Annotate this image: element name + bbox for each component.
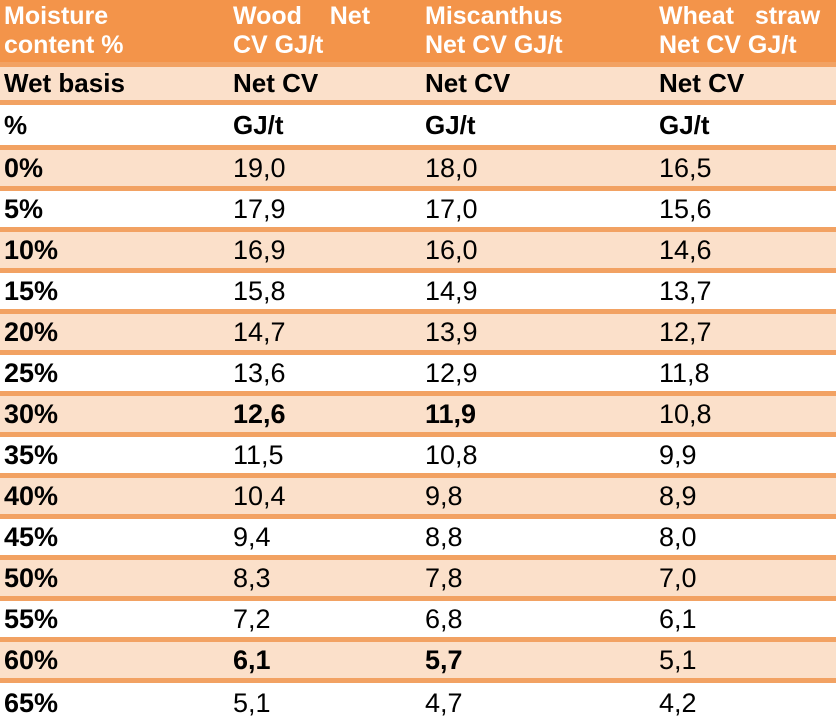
- wheat-straw-cv-cell: 8,0: [655, 516, 836, 560]
- miscanthus-cv-cell: 13,9: [421, 311, 655, 355]
- moisture-cell: 40%: [0, 475, 229, 519]
- moisture-cell: 65%: [4, 688, 59, 718]
- table-header-row: Moisture content % Wood Net CV GJ/t Misc…: [0, 0, 836, 67]
- wheat-straw-cv-cell: 8,9: [655, 475, 836, 519]
- header-line: Moisture: [4, 2, 109, 30]
- wood-cv-cell: 12,6: [229, 393, 421, 437]
- wood-cv-cell: 10,4: [229, 475, 421, 519]
- subheader-cell: Net CV: [229, 64, 421, 105]
- wheat-straw-cv-cell: 13,7: [655, 270, 836, 314]
- wheat-straw-cv-cell: 10,8: [655, 393, 836, 437]
- miscanthus-cv-cell: 6,8: [421, 598, 655, 642]
- wood-cv-cell: 6,1: [229, 639, 421, 683]
- header-wood-net-cv: Wood Net CV GJ/t: [229, 0, 421, 67]
- moisture-cell: 5%: [0, 188, 229, 232]
- moisture-cell: 55%: [0, 598, 229, 642]
- moisture-cell: 60%: [0, 639, 229, 683]
- wheat-straw-cv-cell: 15,6: [655, 188, 836, 232]
- miscanthus-cv-cell: 11,9: [421, 393, 655, 437]
- wood-cv-cell: 17,9: [229, 188, 421, 232]
- wheat-straw-cv-cell: 9,9: [655, 434, 836, 478]
- header-line: Net CV GJ/t: [425, 31, 563, 59]
- moisture-cell: 30%: [0, 393, 229, 437]
- table-row: 5% 17,9 17,0 15,6: [0, 188, 836, 232]
- table-row: 15% 15,8 14,9 13,7: [0, 270, 836, 314]
- wheat-straw-cv-cell: 5,1: [655, 639, 836, 683]
- miscanthus-cv-cell: 17,0: [421, 188, 655, 232]
- subheader-cell: Net CV: [655, 64, 836, 105]
- wheat-straw-cv-cell: 4,2: [659, 688, 697, 718]
- wood-cv-cell: 7,2: [229, 598, 421, 642]
- table-row: 50% 8,3 7,8 7,0: [0, 557, 836, 601]
- moisture-cell: 20%: [0, 311, 229, 355]
- subheader-row-units: % GJ/t GJ/t GJ/t: [0, 102, 836, 150]
- miscanthus-cv-cell: 10,8: [421, 434, 655, 478]
- header-moisture-content: Moisture content %: [0, 0, 229, 67]
- miscanthus-cv-cell: 16,0: [421, 229, 655, 273]
- miscanthus-cv-cell: 9,8: [421, 475, 655, 519]
- wood-cv-cell: 15,8: [229, 270, 421, 314]
- wood-cv-cell: 13,6: [229, 352, 421, 396]
- wheat-straw-cv-cell: 14,6: [655, 229, 836, 273]
- table-row: 20% 14,7 13,9 12,7: [0, 311, 836, 355]
- table-row: 25% 13,6 12,9 11,8: [0, 352, 836, 396]
- header-line: Wheat straw: [659, 2, 821, 30]
- miscanthus-cv-cell: 5,7: [421, 639, 655, 683]
- moisture-cell: 50%: [0, 557, 229, 601]
- miscanthus-cv-cell: 12,9: [421, 352, 655, 396]
- subheader-cell: Wet basis: [0, 64, 229, 105]
- wheat-straw-cv-cell: 6,1: [655, 598, 836, 642]
- header-line: Miscanthus: [425, 2, 563, 30]
- moisture-cell: 45%: [0, 516, 229, 560]
- wood-cv-cell: 19,0: [229, 147, 421, 191]
- wood-cv-cell: 5,1: [233, 688, 271, 718]
- table-row: 40% 10,4 9,8 8,9: [0, 475, 836, 519]
- miscanthus-cv-cell: 14,9: [421, 270, 655, 314]
- subheader-cell: Net CV: [421, 64, 655, 105]
- miscanthus-cv-cell: 7,8: [421, 557, 655, 601]
- wheat-straw-cv-cell: 12,7: [655, 311, 836, 355]
- header-line: content %: [4, 31, 124, 59]
- table-row: 65% 5,1 4,7 4,2: [0, 680, 836, 723]
- wood-cv-cell: 11,5: [229, 434, 421, 478]
- wheat-straw-cv-cell: 16,5: [655, 147, 836, 191]
- wood-cv-cell: 16,9: [229, 229, 421, 273]
- wood-cv-cell: 14,7: [229, 311, 421, 355]
- moisture-cell: 10%: [0, 229, 229, 273]
- miscanthus-cv-cell: 18,0: [421, 147, 655, 191]
- subheader-cell: %: [0, 102, 229, 150]
- wood-cv-cell: 8,3: [229, 557, 421, 601]
- header-line: CV GJ/t: [233, 31, 324, 59]
- table-row: 30% 12,6 11,9 10,8: [0, 393, 836, 437]
- table-row: 0% 19,0 18,0 16,5: [0, 147, 836, 191]
- subheader-cell: GJ/t: [229, 102, 421, 150]
- table-row: 10% 16,9 16,0 14,6: [0, 229, 836, 273]
- header-line: Net CV GJ/t: [659, 31, 797, 59]
- table-row: 55% 7,2 6,8 6,1: [0, 598, 836, 642]
- header-line: Wood Net: [233, 2, 371, 30]
- table-row: 60% 6,1 5,7 5,1: [0, 639, 836, 683]
- wood-cv-cell: 9,4: [229, 516, 421, 560]
- subheader-row-wet-basis: Wet basis Net CV Net CV Net CV: [0, 64, 836, 105]
- moisture-cell: 15%: [0, 270, 229, 314]
- moisture-cell: 25%: [0, 352, 229, 396]
- wheat-straw-cv-cell: 11,8: [655, 352, 836, 396]
- miscanthus-cv-cell: 8,8: [421, 516, 655, 560]
- wheat-straw-cv-cell: 7,0: [655, 557, 836, 601]
- subheader-cell: GJ/t: [655, 102, 836, 150]
- moisture-cell: 35%: [0, 434, 229, 478]
- moisture-cell: 0%: [0, 147, 229, 191]
- miscanthus-cv-cell: 4,7: [425, 688, 463, 718]
- subheader-cell: GJ/t: [421, 102, 655, 150]
- table-row: 35% 11,5 10,8 9,9: [0, 434, 836, 478]
- header-wheat-straw-net-cv: Wheat straw Net CV GJ/t: [655, 0, 836, 67]
- table-row: 45% 9,4 8,8 8,0: [0, 516, 836, 560]
- header-miscanthus-net-cv: Miscanthus Net CV GJ/t: [421, 0, 655, 67]
